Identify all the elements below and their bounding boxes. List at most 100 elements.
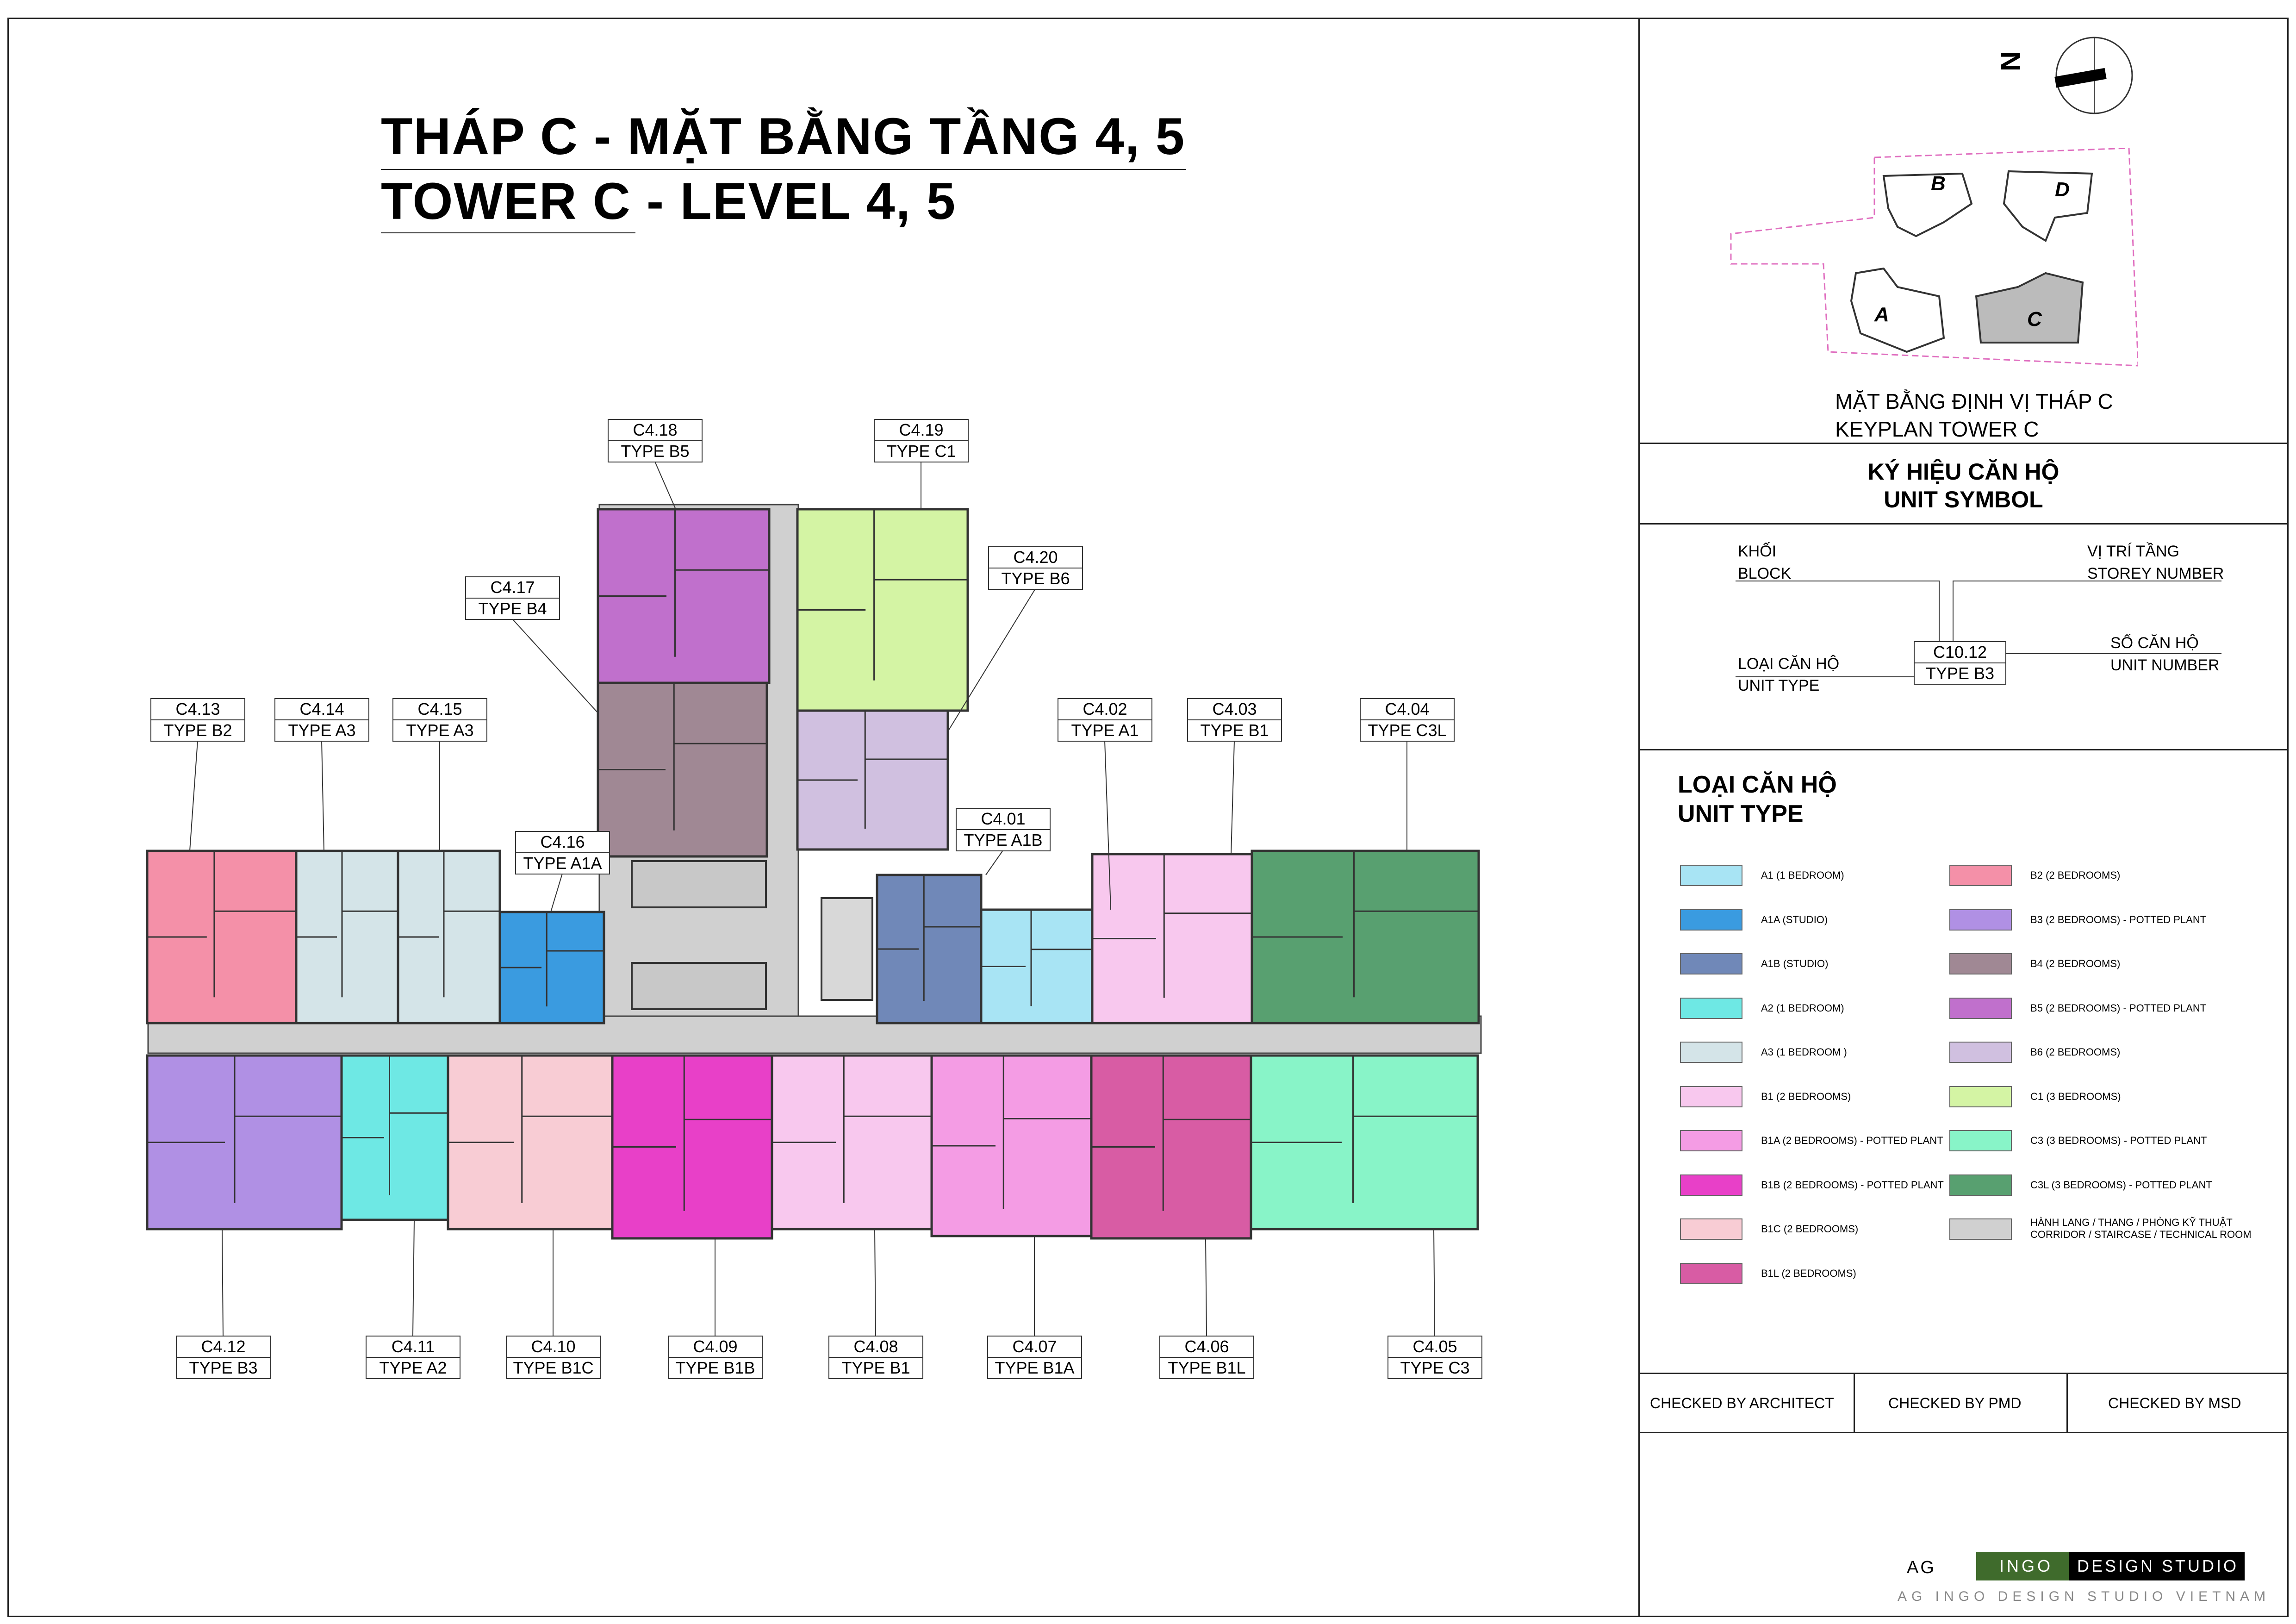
unit-code: C4.20 xyxy=(989,547,1082,568)
compass-icon xyxy=(2054,37,2133,114)
unit-label-c4-09: C4.09 TYPE B1B xyxy=(668,1336,763,1379)
legend-label: B2 (2 BEDROOMS) xyxy=(2030,869,2121,881)
symbol-block-vn: KHỐI xyxy=(1738,543,1777,560)
check-msd: CHECKED BY MSD xyxy=(2108,1395,2241,1412)
symbol-sample-code: C10.12 xyxy=(1915,642,2005,663)
unit-label-c4-01: C4.01 TYPE A1B xyxy=(956,808,1051,851)
unit-walls-c4-12 xyxy=(147,1056,342,1203)
legend-swatch xyxy=(1949,909,2012,931)
symbol-storey-vn: VỊ TRÍ TẦNG xyxy=(2087,543,2180,560)
unit-walls-c4-20 xyxy=(797,711,948,829)
keyplan-block-a: A xyxy=(1874,303,1889,326)
leader-line xyxy=(1205,1238,1207,1336)
unit-label-c4-03: C4.03 TYPE B1 xyxy=(1187,698,1282,742)
unit-type: TYPE B1A xyxy=(995,1358,1075,1377)
leader-line xyxy=(947,588,1036,732)
symbol-sample-box: C10.12 TYPE B3 xyxy=(1914,641,2006,685)
page-title-en: TOWER C - LEVEL 4, 5 xyxy=(381,172,957,230)
legend-swatch xyxy=(1680,1174,1742,1196)
unit-walls-c4-04 xyxy=(1252,851,1479,998)
legend-label: B3 (2 BEDROOMS) - POTTED PLANT xyxy=(2030,913,2207,925)
unit-type: TYPE B2 xyxy=(163,721,232,740)
unit-label-c4-11: C4.11 TYPE A2 xyxy=(366,1336,460,1379)
legend-label: B1B (2 BEDROOMS) - POTTED PLANT xyxy=(1761,1179,1944,1191)
unit-walls-c4-16 xyxy=(500,912,604,1006)
legend-swatch xyxy=(1680,1130,1742,1151)
legend-swatch xyxy=(1680,997,1742,1019)
unit-walls-c4-11 xyxy=(342,1056,448,1195)
unit-code: C4.04 xyxy=(1361,699,1454,720)
unit-walls-c4-14 xyxy=(296,851,398,998)
unit-code: C4.02 xyxy=(1058,699,1151,720)
leader-line xyxy=(412,1219,415,1336)
unit-code: C4.09 xyxy=(669,1337,762,1358)
title-underline-1 xyxy=(381,169,1186,170)
north-label: N xyxy=(1995,51,2026,72)
logo-ingo: INGO xyxy=(1999,1556,2053,1575)
leader-line xyxy=(654,461,676,510)
unit-type: TYPE B3 xyxy=(189,1358,258,1377)
unit-type: TYPE B4 xyxy=(478,599,547,618)
leader-line xyxy=(874,1229,876,1336)
unit-code: C4.14 xyxy=(275,699,368,720)
unit-code: C4.03 xyxy=(1188,699,1281,720)
unit-label-c4-07: C4.07 TYPE B1A xyxy=(987,1336,1082,1379)
unit-walls-c4-06 xyxy=(1091,1056,1251,1211)
unit-code: C4.19 xyxy=(875,420,968,441)
divider-symbol xyxy=(1638,749,2289,750)
unit-label-c4-14: C4.14 TYPE A3 xyxy=(274,698,369,742)
unit-type: TYPE A3 xyxy=(288,721,356,740)
check-pmd: CHECKED BY PMD xyxy=(1888,1395,2022,1412)
legend-heading-vn: LOẠI CĂN HỘ xyxy=(1678,771,1837,798)
unit-type: TYPE A1A xyxy=(523,854,602,873)
unit-walls-c4-09 xyxy=(612,1056,772,1211)
symbol-leaders xyxy=(1731,556,2240,697)
elevator-core-1 xyxy=(631,860,767,908)
leader-line xyxy=(1231,740,1235,855)
unit-code: C4.05 xyxy=(1388,1337,1481,1358)
unit-code: C4.11 xyxy=(367,1337,460,1358)
unit-label-c4-06: C4.06 TYPE B1L xyxy=(1159,1336,1254,1379)
divider-check-2 xyxy=(2066,1373,2068,1432)
divider-keyplan xyxy=(1638,443,2289,444)
unit-type: TYPE B1 xyxy=(1200,721,1269,740)
unit-type: TYPE B1 xyxy=(841,1358,910,1377)
unit-walls-c4-02 xyxy=(981,910,1092,1006)
divider-check-1 xyxy=(1854,1373,1855,1432)
unit-walls-c4-08 xyxy=(772,1056,932,1203)
logo-studio-block xyxy=(2069,1552,2245,1580)
legend-label: A2 (1 BEDROOM) xyxy=(1761,1002,1844,1014)
legend-label: C3L (3 BEDROOMS) - POTTED PLANT xyxy=(2030,1179,2212,1191)
unit-type: TYPE C3L xyxy=(1368,721,1447,740)
elevator-core-2 xyxy=(631,962,767,1010)
leader-line xyxy=(222,1229,224,1336)
divider-checks-bottom xyxy=(1638,1432,2289,1433)
unit-walls-c4-17 xyxy=(598,683,767,831)
logo-ingo-block xyxy=(1976,1552,2069,1580)
unit-code: C4.06 xyxy=(1160,1337,1253,1358)
legend-label: A3 (1 BEDROOM ) xyxy=(1761,1046,1847,1058)
north-arrow xyxy=(2036,27,2134,124)
keyplan-caption-en: KEYPLAN TOWER C xyxy=(1835,417,2039,441)
unit-code: C4.15 xyxy=(393,699,486,720)
unit-type: TYPE B5 xyxy=(621,442,690,461)
divider-checks-top xyxy=(1638,1373,2289,1374)
panel-divider xyxy=(1638,18,1640,1617)
legend-label: B5 (2 BEDROOMS) - POTTED PLANT xyxy=(2030,1002,2207,1014)
logo-studio: DESIGN STUDIO xyxy=(2077,1556,2239,1575)
symbol-number-vn: SỐ CĂN HỘ xyxy=(2110,634,2199,652)
symbol-type-vn: LOẠI CĂN HỘ xyxy=(1738,655,1840,673)
unit-walls-c4-15 xyxy=(398,851,500,998)
leader-line xyxy=(512,618,598,713)
keyplan-block-b: B xyxy=(1931,172,1946,195)
unit-label-c4-15: C4.15 TYPE A3 xyxy=(392,698,487,742)
logo-ag: AG xyxy=(1907,1558,1936,1577)
legend-label: C1 (3 BEDROOMS) xyxy=(2030,1090,2121,1102)
unit-label-c4-04: C4.04 TYPE C3L xyxy=(1360,698,1455,742)
stair-core-center xyxy=(821,897,873,1001)
logo-footer: AG INGO DESIGN STUDIO VIETNAM xyxy=(1898,1589,2271,1604)
keyplan-block-d: D xyxy=(2055,178,2070,201)
legend-label: A1B (STUDIO) xyxy=(1761,958,1829,969)
leader-line xyxy=(189,740,198,851)
unit-type: TYPE B1L xyxy=(1168,1358,1246,1377)
